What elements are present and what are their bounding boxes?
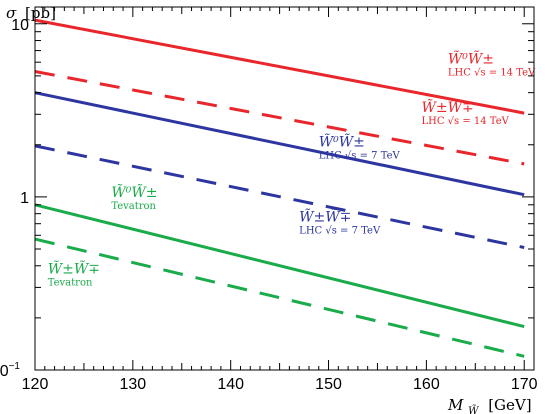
series-line-2 [34,70,525,166]
x-axis-label: M W̃ [GeV] [447,396,532,414]
annotation-sublabel: LHC √s = 14 TeV [421,116,509,127]
annotation-label: W̃±W̃∓ [48,260,100,278]
annotation-sublabel: Tevatron [48,278,93,289]
annotation-sublabel: LHC √s = 7 TeV [299,226,381,237]
series-annotation-2: W̃±W̃∓LHC √s = 14 TeV [421,98,509,127]
y-tick-label: 1 [20,190,29,207]
annotation-sublabel: LHC √s = 14 TeV [448,67,536,78]
annotation-label: W̃⁰W̃± [319,133,365,151]
y-tick-label: 10 [11,17,29,34]
annotation-label: W̃±W̃∓ [421,98,473,116]
series-annotation-6: W̃±W̃∓Tevatron [48,260,100,289]
series-line-6 [34,237,525,358]
annotation-label: W̃±W̃∓ [299,208,351,226]
series-annotation-4: W̃±W̃∓LHC √s = 7 TeV [299,208,381,237]
y-axis-symbol: σ [6,4,17,22]
x-tick-label: 140 [217,376,244,393]
annotation-sublabel: LHC √s = 7 TeV [319,151,401,162]
annotation-label: W̃⁰W̃± [111,183,157,201]
axis-layer: 120 130 140 150 160 170 10−1 1 10 [0,7,538,393]
x-tick-label: 150 [315,376,342,393]
series-annotation-5: W̃⁰W̃±Tevatron [111,183,157,212]
series-annotation-3: W̃⁰W̃±LHC √s = 7 TeV [319,133,401,162]
series-line-3 [34,91,525,197]
annotation-label: W̃⁰W̃± [448,50,494,68]
series-annotation-1: W̃⁰W̃±LHC √s = 14 TeV [448,50,536,79]
x-axis-symbol: M [447,396,464,414]
x-tick-label: 130 [119,376,146,393]
x-axis-unit: [GeV] [488,396,531,414]
series-line-5 [34,203,525,329]
annotation-sublabel: Tevatron [111,201,156,212]
series-line-4 [34,144,525,249]
x-tick-label: 120 [22,376,49,393]
y-axis-label: σ [pb] [6,4,56,22]
plot-frame [34,6,535,371]
series-layer [34,18,525,358]
y-tick-label: 10−1 [0,361,20,380]
x-tick-label: 170 [511,376,538,393]
series-line-1 [34,18,525,115]
x-axis-subscript: W̃ [468,405,479,414]
y-axis-unit: [pb] [25,4,56,22]
x-tick-label: 160 [413,376,440,393]
